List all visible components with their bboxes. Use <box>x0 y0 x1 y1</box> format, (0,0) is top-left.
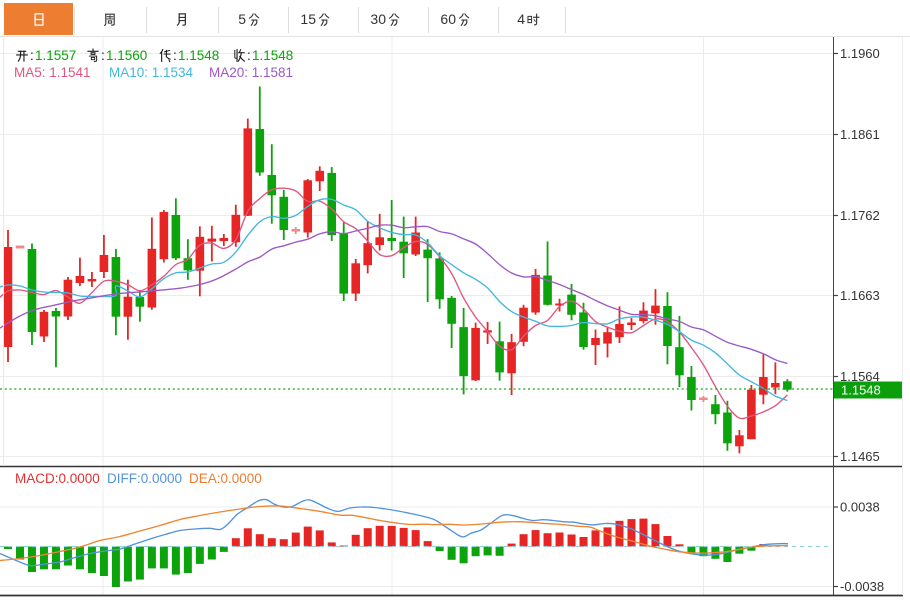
svg-text:MA10: 1.1534: MA10: 1.1534 <box>109 65 194 80</box>
svg-text:15: 15 <box>300 11 316 27</box>
svg-text:5: 5 <box>238 11 246 27</box>
svg-text:DIFF:0.0000: DIFF:0.0000 <box>107 471 182 486</box>
svg-text:MA5: 1.1541: MA5: 1.1541 <box>14 65 91 80</box>
svg-text::: : <box>173 48 177 63</box>
svg-text:60: 60 <box>440 11 456 27</box>
svg-text:4: 4 <box>517 11 525 27</box>
svg-text::: : <box>30 48 34 63</box>
svg-text:1.1960: 1.1960 <box>840 46 880 61</box>
svg-text:MACD:0.0000: MACD:0.0000 <box>15 471 100 486</box>
svg-text:1.1465: 1.1465 <box>840 449 880 464</box>
svg-text::: : <box>247 48 251 63</box>
svg-text:DEA:0.0000: DEA:0.0000 <box>189 471 262 486</box>
svg-text:0.0038: 0.0038 <box>840 500 880 515</box>
svg-text:1.1548: 1.1548 <box>178 48 219 63</box>
svg-text::: : <box>101 48 105 63</box>
svg-text:1.1560: 1.1560 <box>106 48 147 63</box>
svg-text:1.1762: 1.1762 <box>840 208 880 223</box>
svg-text:30: 30 <box>370 11 386 27</box>
svg-text:1.1564: 1.1564 <box>840 369 880 384</box>
svg-text:1.1557: 1.1557 <box>35 48 76 63</box>
svg-text:-0.0038: -0.0038 <box>840 579 884 594</box>
svg-text:1.1548: 1.1548 <box>252 48 293 63</box>
svg-text:MA20: 1.1581: MA20: 1.1581 <box>209 65 293 80</box>
svg-text:1.1663: 1.1663 <box>840 288 880 303</box>
svg-text:1.1861: 1.1861 <box>840 127 880 142</box>
svg-text:1.1548: 1.1548 <box>841 383 881 398</box>
